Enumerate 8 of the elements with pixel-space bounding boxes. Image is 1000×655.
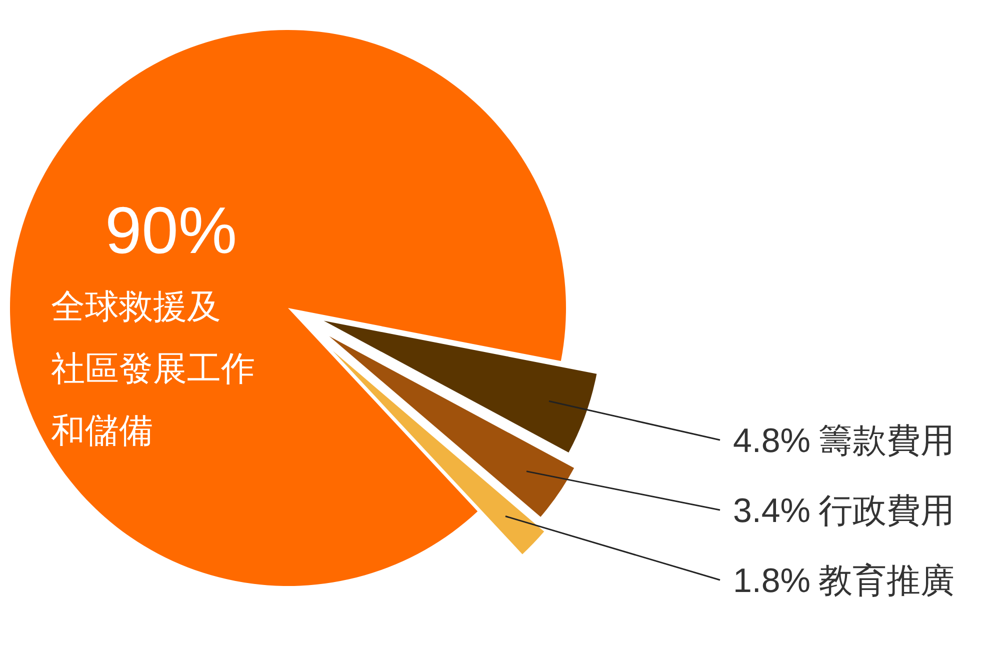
slice-label: 教育推廣 <box>818 561 954 601</box>
slice-label: 籌款費用 <box>818 421 954 461</box>
data-label: 4.8% <box>733 422 810 460</box>
data-label: 90% <box>104 193 238 267</box>
slice-label: 行政費用 <box>818 491 954 531</box>
data-label: 1.8% <box>733 562 810 600</box>
slice-label: 全球救援及社區發展工作和儲備 <box>51 287 255 451</box>
data-label: 3.4% <box>733 492 810 530</box>
